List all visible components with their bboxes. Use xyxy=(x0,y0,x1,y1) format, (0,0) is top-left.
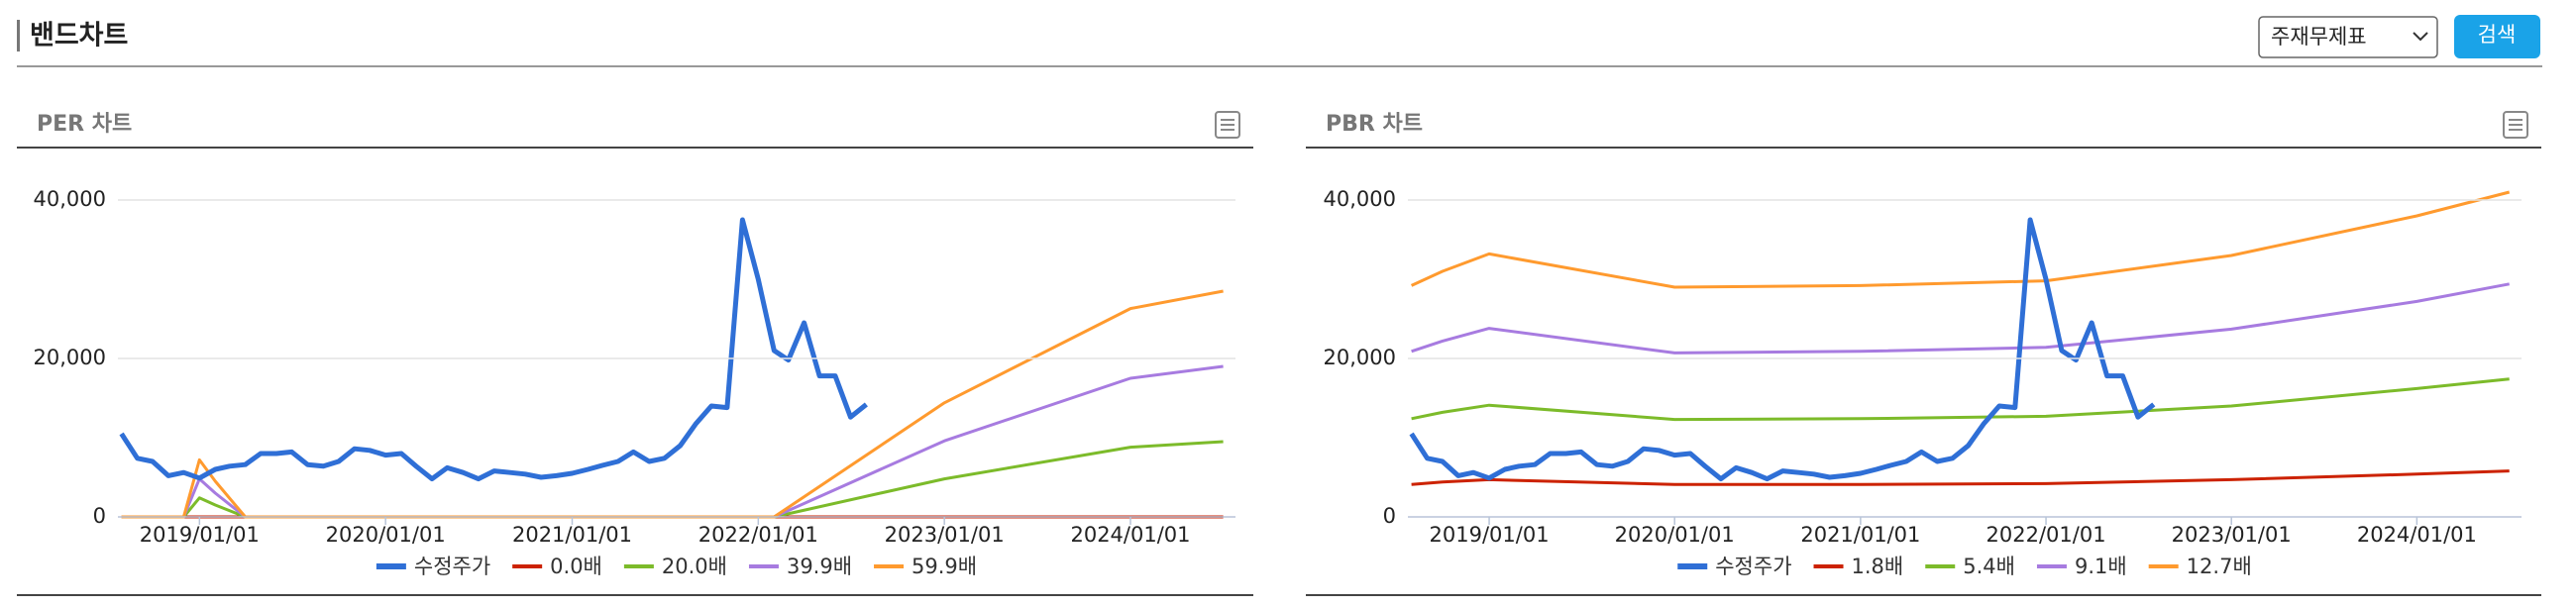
statement-select[interactable]: 주재무제표 xyxy=(2258,16,2438,58)
y-tick-label: 0 xyxy=(1383,504,1396,528)
legend-item: 수정주가 xyxy=(376,555,490,578)
y-tick-label: 0 xyxy=(93,504,106,528)
x-tick-label: 2024/01/01 xyxy=(2357,523,2477,547)
x-tick-label: 2020/01/01 xyxy=(1615,523,1735,547)
button-text[interactable]: 검색 xyxy=(2478,23,2517,47)
legend-label: 39.9배 xyxy=(787,555,852,578)
y-tick-label: 40,000 xyxy=(34,187,106,211)
select-text[interactable]: 주재무제표 xyxy=(2271,25,2367,49)
legend-item: 수정주가 xyxy=(1677,555,1792,578)
x-tick-label: 2019/01/01 xyxy=(140,523,260,547)
x-tick-label: 2020/01/01 xyxy=(326,523,446,547)
legend-item: 12.7배 xyxy=(2148,555,2252,578)
y-tick-label: 40,000 xyxy=(1324,187,1396,211)
y-tick-label: 20,000 xyxy=(34,346,106,369)
x-tick-label: 2021/01/01 xyxy=(1800,523,1920,547)
x-tick-label: 2022/01/01 xyxy=(1986,523,2106,547)
x-tick-label: 2021/01/01 xyxy=(512,523,632,547)
select-chevron[interactable] xyxy=(2413,32,2428,42)
legend-label: 5.4배 xyxy=(1963,555,2015,578)
series-line xyxy=(1409,217,2156,482)
x-tick-label: 2019/01/01 xyxy=(1430,523,1550,547)
legend-item: 20.0배 xyxy=(623,555,727,578)
series-line xyxy=(1411,282,2510,355)
x-tick-label: 2023/01/01 xyxy=(2172,523,2292,547)
plot xyxy=(1409,190,2511,486)
legend-label: 0.0배 xyxy=(550,555,602,578)
legend: 수정주가 1.8배 5.4배 9.1배 12.7배 xyxy=(1677,555,2252,578)
legend-label: 9.1배 xyxy=(2075,555,2127,578)
select-box[interactable] xyxy=(2258,16,2438,58)
y-tick-label: 20,000 xyxy=(1324,346,1396,369)
legend: 수정주가 0.0배 20.0배 39.9배 59.9배 xyxy=(376,555,977,578)
menu-icon[interactable] xyxy=(2503,111,2528,139)
x-tick-label: 2022/01/01 xyxy=(698,523,818,547)
legend-label: 수정주가 xyxy=(1715,555,1791,578)
button-bg[interactable] xyxy=(2454,15,2540,58)
plot xyxy=(119,217,1224,519)
series-line xyxy=(121,364,1224,519)
series-line xyxy=(1411,377,2510,422)
series-line xyxy=(1411,469,2510,486)
menu-icon[interactable] xyxy=(1215,111,1240,139)
series-line xyxy=(1410,190,2511,289)
search-button[interactable]: 검색 xyxy=(2454,15,2540,58)
x-tick-label: 2023/01/01 xyxy=(885,523,1005,547)
page-title: 밴드차트 xyxy=(30,21,128,51)
panel-title: PBR 차트 xyxy=(1326,112,1423,137)
legend-label: 12.7배 xyxy=(2187,555,2252,578)
series-line xyxy=(119,217,868,482)
legend-label: 1.8배 xyxy=(1852,555,1904,578)
legend-item: 39.9배 xyxy=(748,555,852,578)
legend-item: 9.1배 xyxy=(2036,555,2127,578)
legend-item: 5.4배 xyxy=(1925,555,2015,578)
legend-item: 0.0배 xyxy=(512,555,602,578)
legend-item: 1.8배 xyxy=(1813,555,1904,578)
panel-title: PER 차트 xyxy=(37,112,132,137)
x-tick-label: 2024/01/01 xyxy=(1070,523,1190,547)
legend-item: 59.9배 xyxy=(874,555,977,578)
legend-label: 수정주가 xyxy=(414,555,490,578)
title-bar xyxy=(17,20,20,51)
legend-label: 59.9배 xyxy=(912,555,977,578)
legend-label: 20.0배 xyxy=(662,555,727,578)
